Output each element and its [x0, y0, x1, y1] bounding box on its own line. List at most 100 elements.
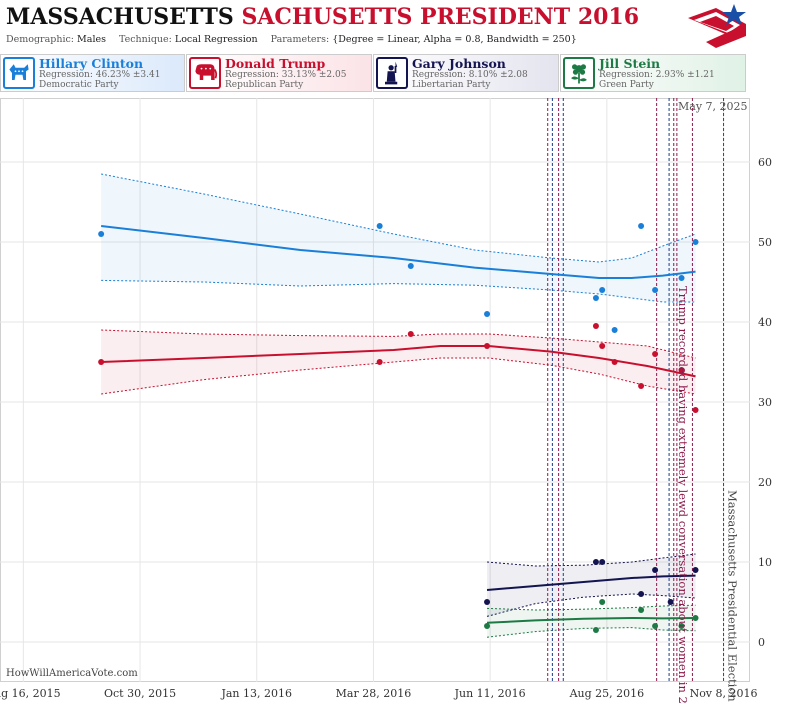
statue-of-liberty-icon	[376, 57, 408, 89]
x-tick-label: Jun 11, 2016	[454, 687, 526, 700]
data-point	[407, 263, 414, 269]
band-lower-line	[101, 357, 696, 395]
y-tick-label: 60	[758, 156, 772, 169]
data-point	[407, 331, 414, 337]
confidence-bands	[101, 173, 696, 638]
y-tick-label: 40	[758, 316, 772, 329]
data-point	[376, 359, 383, 365]
candidate-party: Green Party	[599, 80, 654, 90]
x-tick-label: Mar 28, 2016	[336, 687, 412, 700]
annotations: Trump recorded having extremely lewd con…	[676, 286, 740, 704]
data-point	[692, 567, 699, 573]
parameters-value: {Degree = Linear, Alpha = 0.8, Bandwidth…	[332, 34, 577, 45]
candidate-name: Gary Johnson	[412, 56, 506, 71]
donkey-icon	[3, 57, 35, 89]
data-point	[599, 343, 606, 349]
candidate-party: Libertarian Party	[412, 80, 491, 90]
data-point	[692, 239, 699, 245]
x-tick-label: Oct 30, 2015	[104, 687, 176, 700]
data-point	[652, 287, 659, 293]
data-point	[599, 559, 606, 565]
data-point	[98, 359, 105, 365]
y-tick-label: 20	[758, 476, 772, 489]
site-logo-icon	[688, 4, 746, 48]
band-lower-line	[486, 593, 696, 617]
flower-icon	[563, 57, 595, 89]
data-point	[592, 559, 599, 565]
candidate-regression: Regression: 46.23% ±3.41	[39, 70, 161, 80]
data-point	[652, 567, 659, 573]
data-point	[98, 231, 105, 237]
elephant-icon	[189, 57, 221, 89]
annotation-text: Massachusetts Presidential Election	[726, 490, 740, 702]
data-point	[638, 223, 645, 229]
data-point	[484, 343, 491, 349]
data-point	[638, 607, 645, 613]
data-point	[692, 407, 699, 413]
demographic-value: Males	[77, 34, 106, 45]
data-point	[599, 599, 606, 605]
data-point	[484, 311, 491, 317]
data-point	[611, 359, 618, 365]
x-tick-label: Aug 25, 2016	[569, 687, 645, 700]
candidate-card-stein: Jill Stein Regression: 2.93% ±1.21 Green…	[560, 54, 746, 92]
candidate-name: Hillary Clinton	[39, 56, 144, 71]
trend-line	[101, 225, 696, 279]
annotation-text: Trump recorded having extremely lewd con…	[676, 286, 690, 704]
data-point	[678, 623, 685, 629]
axes: 0 10 20 30 40 50 60 Aug 16, 2015 Oct 30, 2015 Jan…	[0, 156, 772, 700]
title-subtitle: SACHUSETTS PRESIDENT 2016	[241, 4, 640, 30]
data-point	[611, 327, 618, 333]
chart-date: May 7, 2025	[678, 100, 748, 113]
candidate-card-johnson: Gary Johnson Regression: 8.10% ±2.08 Lib…	[373, 54, 559, 92]
data-point	[692, 615, 699, 621]
confidence-band	[487, 605, 696, 638]
candidate-name: Donald Trump	[225, 56, 326, 71]
data-point	[678, 367, 685, 373]
data-point	[652, 623, 659, 629]
candidate-regression: Regression: 2.93% ±1.21	[599, 70, 715, 80]
candidate-party: Republican Party	[225, 80, 304, 90]
parameters-line: Demographic: Males Technique: Local Regr…	[6, 34, 587, 45]
parameters-label: Parameters:	[270, 34, 330, 45]
title-state: MASSACHUSETTS	[6, 4, 234, 30]
trend-line	[486, 574, 696, 591]
poll-chart: 0 10 20 30 40 50 60 Aug 16, 2015 Oct 30, 2015 Jan…	[0, 98, 772, 704]
data-point	[484, 599, 491, 605]
candidate-name: Jill Stein	[599, 56, 661, 71]
candidate-party: Democratic Party	[39, 80, 119, 90]
site-credit: HowWillAmericaVote.com	[6, 668, 138, 679]
data-point	[376, 223, 383, 229]
candidate-card-trump: Donald Trump Regression: 33.13% ±2.05 Re…	[186, 54, 372, 92]
band-lower-line	[486, 627, 696, 638]
technique-value: Local Regression	[174, 34, 258, 45]
y-tick-label: 10	[758, 556, 772, 569]
band-upper-line	[486, 553, 696, 567]
band-upper-line	[101, 173, 696, 263]
x-tick-label: Nov 8, 2016	[690, 687, 758, 700]
candidate-regression: Regression: 8.10% ±2.08	[412, 70, 528, 80]
confidence-band	[101, 330, 696, 394]
candidate-regression: Regression: 33.13% ±2.05	[225, 70, 347, 80]
data-point	[592, 323, 599, 329]
y-tick-label: 30	[758, 396, 772, 409]
confidence-band	[487, 554, 696, 617]
data-point	[678, 275, 685, 281]
data-point	[599, 287, 606, 293]
data-point	[638, 383, 645, 389]
trend-line	[486, 616, 696, 624]
page-title: MASSACHUSETTS SACHUSETTS PRESIDENT 2016	[6, 4, 639, 30]
data-point	[638, 591, 645, 597]
data-point	[667, 599, 674, 605]
data-points	[98, 223, 699, 633]
data-point	[592, 295, 599, 301]
confidence-band	[101, 174, 696, 302]
x-tick-label: Jan 13, 2016	[220, 687, 292, 700]
plot-frame	[0, 98, 750, 682]
data-point	[652, 351, 659, 357]
x-tick-label: Aug 16, 2015	[0, 687, 61, 700]
data-point	[592, 627, 599, 633]
trend-line	[101, 345, 696, 378]
technique-label: Technique:	[119, 34, 172, 45]
band-upper-line	[487, 604, 696, 611]
